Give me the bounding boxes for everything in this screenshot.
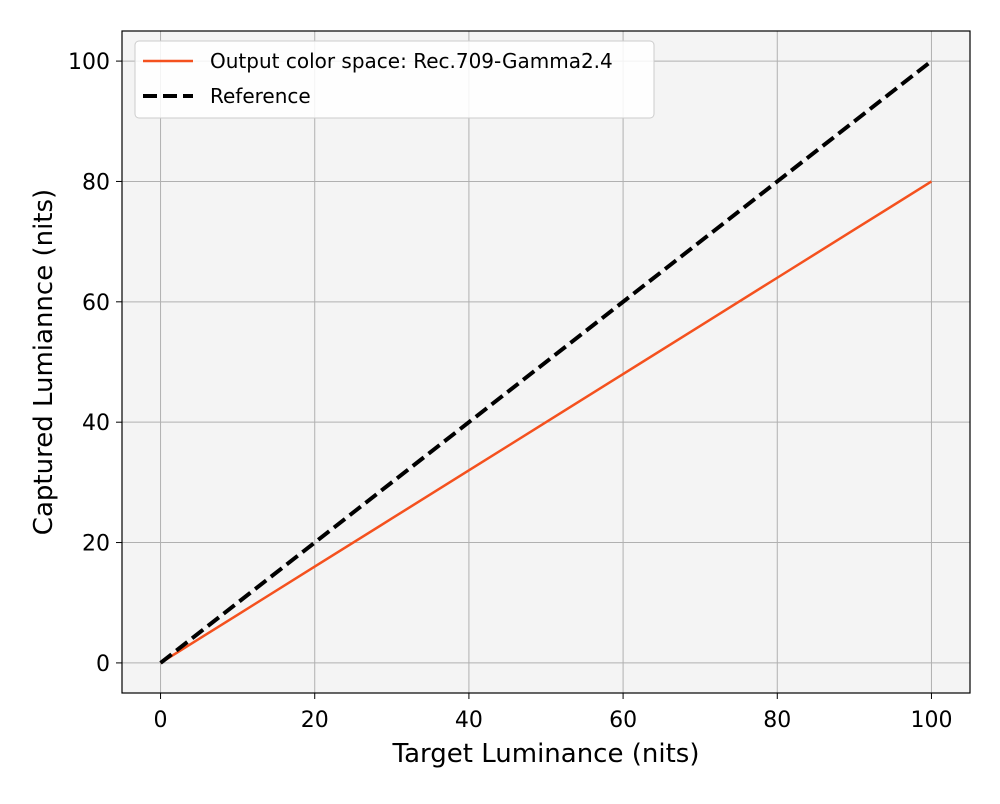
- plot-frame: [121, 30, 971, 694]
- x-tick-label: 60: [609, 708, 637, 733]
- series-line-output: [159, 180, 933, 664]
- series-lines: [159, 59, 933, 665]
- y-tick-label: 0: [96, 652, 110, 677]
- legend: Output color space: Rec.709-Gamma2.4 Ref…: [134, 40, 655, 119]
- x-tick-label: 0: [154, 708, 168, 733]
- y-tick-label: 80: [82, 170, 110, 195]
- grid: [122, 31, 970, 693]
- x-tick-label: 80: [763, 708, 791, 733]
- x-tick-label: 100: [910, 708, 952, 733]
- y-tick-label: 60: [82, 291, 110, 316]
- y-tick-label: 40: [82, 411, 110, 436]
- legend-label-reference: Reference: [210, 84, 311, 108]
- y-axis-label: Captured Lumiannce (nits): [29, 189, 59, 535]
- series-line-reference: [159, 59, 933, 665]
- x-axis-label: Target Luminance (nits): [392, 739, 700, 769]
- y-tick-label: 100: [68, 50, 110, 75]
- x-tick-label: 20: [301, 708, 329, 733]
- axis-ticks: 0 20 40 60 80 100 0 20 40 60 80 100: [68, 50, 952, 733]
- y-tick-label: 20: [82, 532, 110, 557]
- x-tick-label: 40: [455, 708, 483, 733]
- legend-box: [134, 40, 655, 119]
- legend-label-output: Output color space: Rec.709-Gamma2.4: [210, 49, 613, 73]
